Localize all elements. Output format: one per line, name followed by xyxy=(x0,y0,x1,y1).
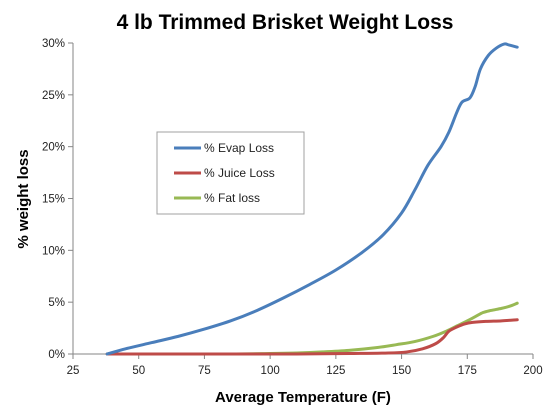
legend-box xyxy=(156,131,305,215)
x-tick-label: 50 xyxy=(132,365,145,377)
x-tick-label: 25 xyxy=(67,365,80,377)
legend-label-fat-loss: % Fat loss xyxy=(204,191,260,205)
y-tick-label: 10% xyxy=(42,245,65,257)
x-tick-label: 150 xyxy=(392,365,411,377)
series-line-juice-loss xyxy=(105,318,519,356)
y-axis-title: % weight loss xyxy=(15,149,32,248)
x-tick-label: 125 xyxy=(326,365,345,377)
chart-title: 4 lb Trimmed Brisket Weight Loss xyxy=(117,11,454,34)
y-tick-label: 15% xyxy=(42,194,65,206)
y-tick-label: 25% xyxy=(42,90,65,102)
y-tick-label: 20% xyxy=(42,142,65,154)
legend-label-juice-loss: % Juice Loss xyxy=(204,166,275,180)
y-tick-label: 0% xyxy=(48,349,65,361)
x-tick-label: 100 xyxy=(261,365,280,377)
series-line-evap-loss xyxy=(105,42,519,356)
plot-area: 0% 5% 10% 15% 20% 25% 30% 25 50 75 100 125 150 175 200 xyxy=(42,38,543,377)
legend: % Evap Loss % Juice Loss % Fat loss xyxy=(156,131,305,215)
x-tick-label: 75 xyxy=(198,365,211,377)
legend-label-evap-loss: % Evap Loss xyxy=(204,141,274,155)
y-tick-label: 30% xyxy=(42,38,65,50)
x-tick-label: 175 xyxy=(458,365,477,377)
x-tick-label: 200 xyxy=(523,365,542,377)
y-tick-label: 5% xyxy=(48,297,65,309)
x-axis-title: Average Temperature (F) xyxy=(215,389,391,406)
